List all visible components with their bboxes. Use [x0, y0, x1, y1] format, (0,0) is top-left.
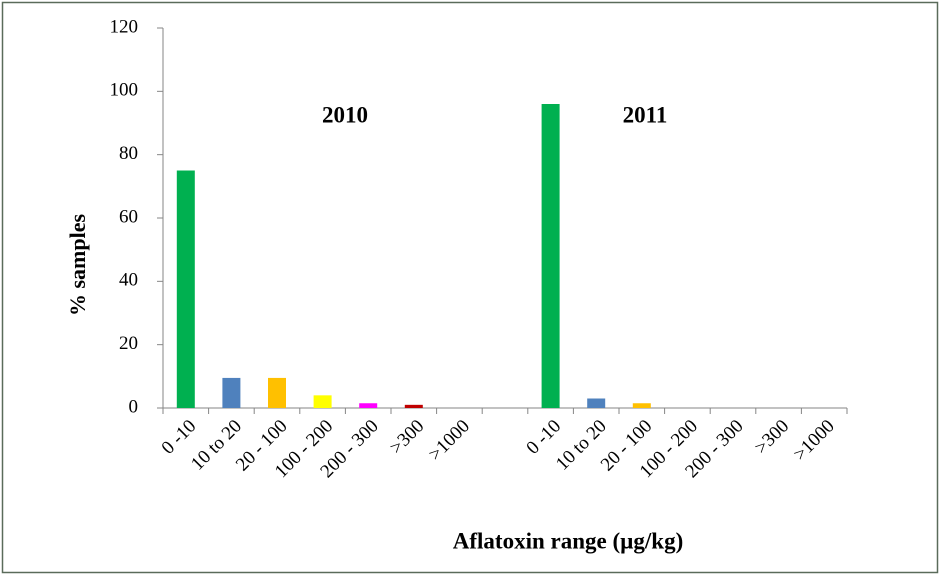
bar: [632, 403, 651, 408]
y-tick-label: 40: [119, 270, 138, 291]
bar: [313, 395, 332, 408]
y-tick-label: 20: [119, 333, 138, 354]
annotation: 2010: [322, 102, 368, 127]
annotation: 2011: [623, 102, 668, 127]
y-tick-label: 80: [119, 143, 138, 164]
x-axis-label: Aflatoxin range (µg/kg): [453, 528, 683, 553]
bar: [404, 404, 423, 408]
y-tick-label: 60: [119, 206, 138, 227]
y-axis-label: % samples: [65, 214, 90, 317]
y-tick-label: 120: [110, 16, 139, 37]
bar: [176, 170, 195, 408]
bar: [541, 104, 560, 408]
y-tick-label: 0: [129, 396, 139, 417]
bar: [359, 403, 378, 408]
y-tick-label: 100: [110, 80, 139, 101]
bar: [268, 377, 286, 408]
bar: [222, 377, 241, 408]
bar: [587, 398, 606, 408]
